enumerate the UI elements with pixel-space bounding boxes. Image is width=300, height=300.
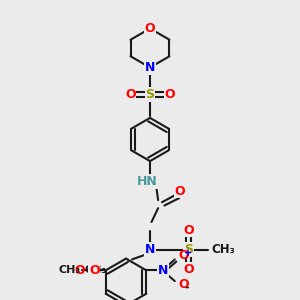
Text: -: - — [184, 283, 189, 293]
Text: S: S — [184, 243, 193, 256]
Text: CH₃: CH₃ — [211, 243, 235, 256]
Text: CH₃: CH₃ — [85, 265, 107, 275]
Text: O: O — [125, 88, 136, 101]
Text: +: + — [184, 248, 193, 258]
Text: O: O — [145, 22, 155, 35]
Text: O: O — [178, 249, 189, 262]
Text: S: S — [146, 88, 154, 101]
Text: O: O — [183, 224, 194, 237]
Text: HN: HN — [136, 175, 158, 188]
Text: N: N — [145, 61, 155, 74]
Text: N: N — [158, 264, 168, 277]
Text: O: O — [183, 262, 194, 276]
Text: O: O — [178, 278, 189, 291]
Text: O: O — [164, 88, 175, 101]
Text: O: O — [89, 264, 100, 277]
Text: CH₃: CH₃ — [58, 265, 81, 275]
Text: O: O — [175, 184, 185, 198]
Text: N: N — [145, 243, 155, 256]
Text: O: O — [74, 264, 85, 277]
